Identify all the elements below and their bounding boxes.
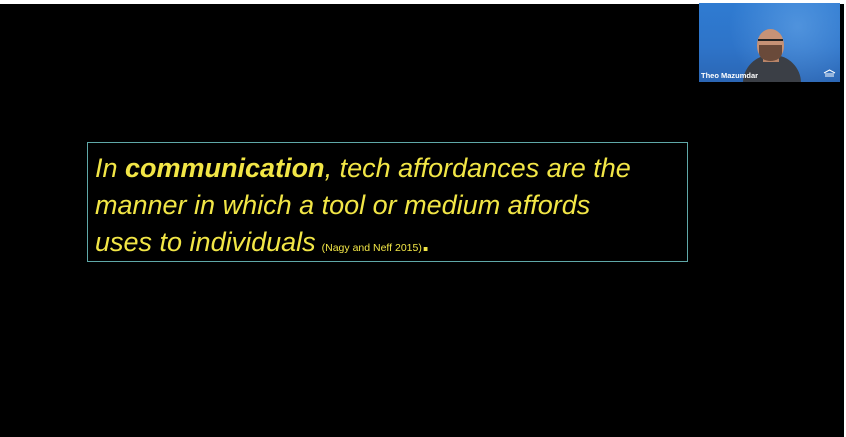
- institution-logo-icon: [823, 69, 836, 77]
- quote-box: In communication, tech affordances are t…: [87, 142, 688, 262]
- quote-citation: (Nagy and Neff 2015): [321, 242, 422, 254]
- quote-line-1-rest: , tech affordances are the: [324, 153, 631, 183]
- quote-emphasis: communication: [125, 153, 325, 183]
- participant-beard: [759, 45, 782, 61]
- quote-line-3-text: uses to individuals: [95, 227, 316, 257]
- participant-video-tile[interactable]: Theo Mazumdar: [699, 3, 840, 82]
- participant-glasses: [758, 39, 783, 45]
- quote-line-1: In communication, tech affordances are t…: [95, 150, 681, 187]
- quote-line-2: manner in which a tool or medium affords: [95, 190, 591, 220]
- quote-line-3: uses to individuals (Nagy and Neff 2015).: [95, 224, 681, 267]
- quote-prefix: In: [95, 153, 126, 183]
- quote-period: .: [421, 227, 430, 257]
- participant-name-label: Theo Mazumdar: [701, 71, 759, 80]
